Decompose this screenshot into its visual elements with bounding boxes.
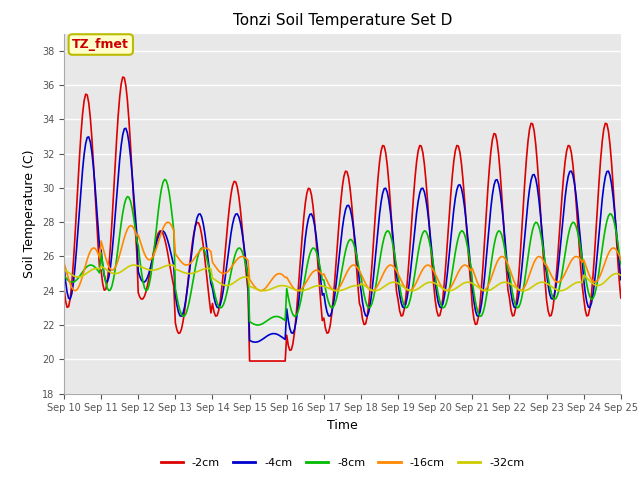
-8cm [412,269,419,275]
-32cm [164,263,172,268]
Line: -32cm: -32cm [64,265,621,291]
-2cm [60,285,68,290]
-4cm [412,224,419,229]
-32cm [552,287,559,292]
-16cm [60,260,68,265]
-16cm [76,282,83,288]
-2cm [119,74,127,80]
-4cm [617,277,625,283]
-4cm [552,284,559,290]
-2cm [165,259,173,264]
-8cm [253,322,261,328]
-16cm [552,279,559,285]
-2cm [552,278,559,284]
-16cm [164,219,172,225]
-32cm [380,284,388,289]
-8cm [399,299,406,304]
-32cm [412,288,419,293]
-4cm [122,125,130,131]
-8cm [60,272,68,278]
-32cm [76,274,83,280]
-32cm [260,288,268,294]
Line: -4cm: -4cm [64,128,621,342]
-8cm [165,190,173,196]
-16cm [617,257,625,263]
-32cm [167,262,175,268]
-4cm [399,304,406,310]
Line: -2cm: -2cm [64,77,621,361]
-2cm [617,295,625,301]
-16cm [399,281,406,287]
-2cm [399,312,406,318]
-16cm [165,220,173,226]
-8cm [380,235,388,240]
Legend: -2cm, -4cm, -8cm, -16cm, -32cm: -2cm, -4cm, -8cm, -16cm, -32cm [156,453,529,472]
-2cm [412,174,419,180]
-8cm [76,274,83,279]
Line: -8cm: -8cm [64,180,621,325]
-32cm [60,267,68,273]
-4cm [165,243,173,249]
-2cm [380,143,388,149]
-8cm [161,177,168,182]
-4cm [76,206,83,212]
Text: TZ_fmet: TZ_fmet [72,38,129,51]
X-axis label: Time: Time [327,419,358,432]
-4cm [60,263,68,269]
-32cm [399,284,406,289]
-4cm [380,186,388,192]
-16cm [257,288,264,294]
-16cm [412,282,419,288]
-8cm [617,262,625,267]
-2cm [246,358,253,364]
Title: Tonzi Soil Temperature Set D: Tonzi Soil Temperature Set D [233,13,452,28]
Line: -16cm: -16cm [64,222,621,291]
-4cm [252,339,260,345]
-32cm [617,272,625,278]
Y-axis label: Soil Temperature (C): Soil Temperature (C) [23,149,36,278]
-8cm [552,296,559,301]
-2cm [76,154,83,160]
-16cm [380,269,388,275]
